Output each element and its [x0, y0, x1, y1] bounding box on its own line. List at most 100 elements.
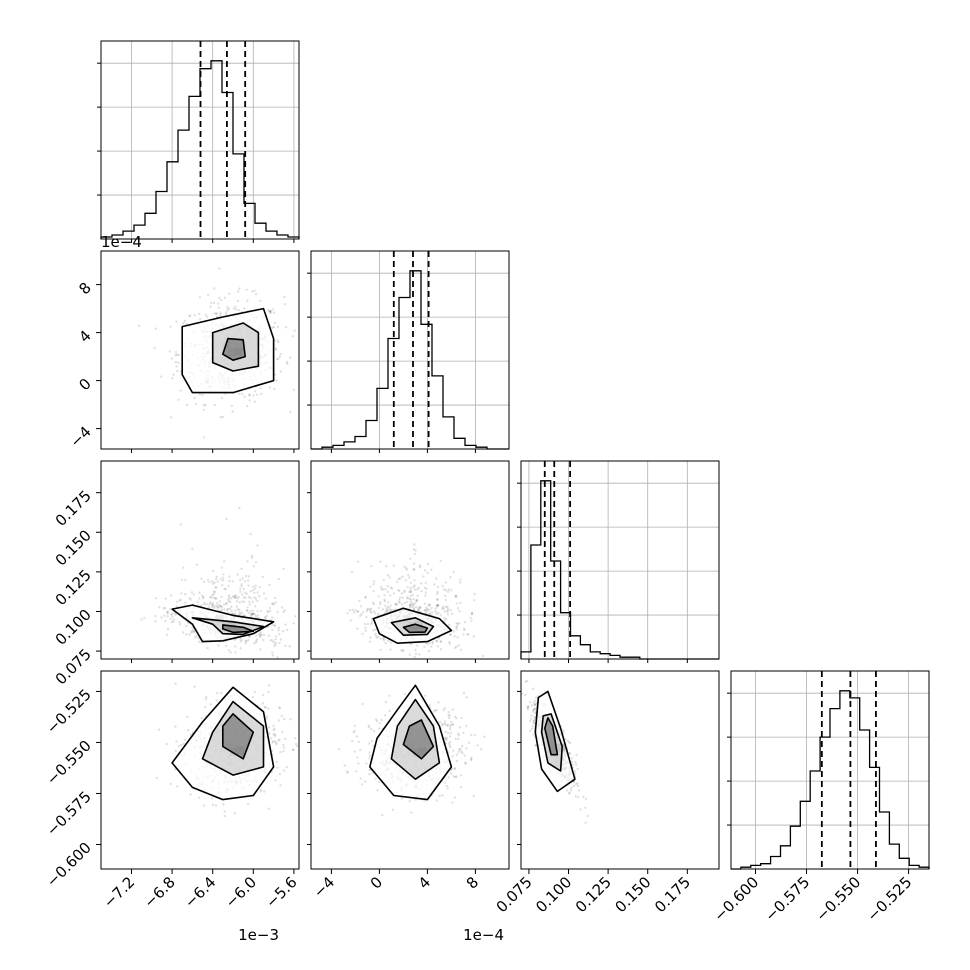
- scatter-point: [202, 408, 205, 412]
- scatter-point: [372, 628, 375, 632]
- scatter-point: [154, 620, 157, 623]
- scatter-point: [231, 612, 235, 615]
- scatter-point: [220, 595, 223, 599]
- scatter-point: [384, 588, 387, 591]
- scatter-point: [436, 598, 439, 601]
- y-tick-label: 0.150: [52, 526, 95, 569]
- scatter-point: [533, 708, 536, 711]
- scatter-point: [289, 411, 292, 414]
- scatter-point: [242, 596, 246, 599]
- scatter-point: [269, 310, 272, 313]
- scatter-point: [457, 750, 461, 753]
- scatter-point: [263, 706, 267, 709]
- scatter-point: [209, 305, 212, 308]
- scatter-point: [164, 597, 167, 600]
- scatter-point: [423, 645, 426, 648]
- scatter-point: [459, 774, 463, 777]
- scatter-point: [447, 716, 451, 720]
- scatter-point: [380, 585, 383, 589]
- scatter-point: [426, 571, 429, 575]
- scatter-point: [219, 313, 222, 316]
- scatter-point: [417, 607, 420, 610]
- scatter-point: [423, 609, 427, 612]
- scatter-point: [426, 563, 430, 566]
- panel-frame: [520, 670, 720, 870]
- scatter-point: [274, 638, 277, 641]
- scatter-point: [252, 394, 255, 397]
- scatter-point: [387, 601, 390, 604]
- scatter-point: [378, 722, 381, 725]
- scatter-point: [201, 393, 204, 397]
- scatter-point: [213, 312, 216, 315]
- scatter-point: [303, 353, 305, 355]
- scatter-point: [278, 738, 281, 741]
- scatter-point: [390, 608, 393, 612]
- scatter-point: [174, 768, 177, 771]
- scatter-point: [240, 611, 244, 614]
- scatter-point: [400, 797, 403, 800]
- scatter-point: [358, 599, 361, 603]
- scatter-point: [177, 744, 181, 748]
- scatter-point: [368, 757, 371, 760]
- scatter-point: [289, 356, 292, 359]
- scatter-point: [183, 738, 187, 742]
- scatter-point: [256, 591, 259, 594]
- scatter-point: [367, 607, 370, 611]
- scatter-point: [179, 523, 183, 526]
- scatter-point: [240, 585, 243, 588]
- scatter-point: [213, 606, 216, 610]
- scatter-point: [220, 605, 224, 609]
- scatter-point: [273, 740, 277, 743]
- scatter-point: [463, 628, 466, 632]
- scatter-point: [272, 724, 275, 727]
- scatter-point: [236, 597, 239, 600]
- scatter-point: [266, 715, 269, 718]
- scatter-point: [430, 645, 433, 648]
- scatter-point: [533, 699, 536, 703]
- scatter-point: [234, 651, 237, 654]
- scatter-point: [449, 725, 452, 728]
- scatter-point: [212, 590, 216, 593]
- scatter-point: [398, 589, 401, 593]
- scatter-point: [188, 633, 191, 636]
- scatter-point: [432, 710, 436, 713]
- scatter-point: [338, 748, 341, 751]
- scatter-point: [227, 649, 231, 652]
- scatter-point: [402, 649, 405, 652]
- scatter-point: [383, 611, 387, 614]
- scatter-point: [174, 682, 177, 685]
- scatter-point: [435, 640, 439, 643]
- scatter-point: [447, 714, 450, 717]
- scatter-point: [419, 582, 423, 585]
- scatter-point: [534, 703, 538, 706]
- scatter-point: [574, 770, 577, 773]
- scatter-point: [444, 594, 447, 598]
- scatter-point: [450, 589, 453, 592]
- scatter-point: [436, 598, 439, 601]
- scatter-point: [189, 598, 193, 601]
- scatter-point: [584, 797, 588, 801]
- scatter-point: [460, 750, 463, 753]
- scatter-point: [216, 691, 219, 695]
- scatter-point: [388, 576, 391, 579]
- scatter-point: [470, 733, 473, 736]
- scatter-point: [276, 766, 279, 769]
- scatter-point: [213, 403, 217, 407]
- scatter-point: [462, 649, 464, 651]
- scatter-point: [439, 614, 442, 617]
- scatter-point: [288, 645, 291, 648]
- scatter-point: [445, 736, 449, 739]
- scatter-point: [375, 719, 379, 723]
- scatter-point: [446, 787, 449, 790]
- scatter-point: [413, 655, 416, 659]
- scatter-point: [254, 584, 257, 587]
- scatter-point: [430, 606, 433, 610]
- scatter-point: [254, 597, 258, 600]
- scatter-point: [411, 593, 415, 596]
- scatter-point: [366, 608, 369, 611]
- scatter-point: [425, 587, 428, 590]
- scatter-point: [324, 629, 326, 631]
- scatter-point: [418, 606, 421, 610]
- scatter-point: [418, 565, 422, 569]
- scatter-point: [479, 748, 483, 751]
